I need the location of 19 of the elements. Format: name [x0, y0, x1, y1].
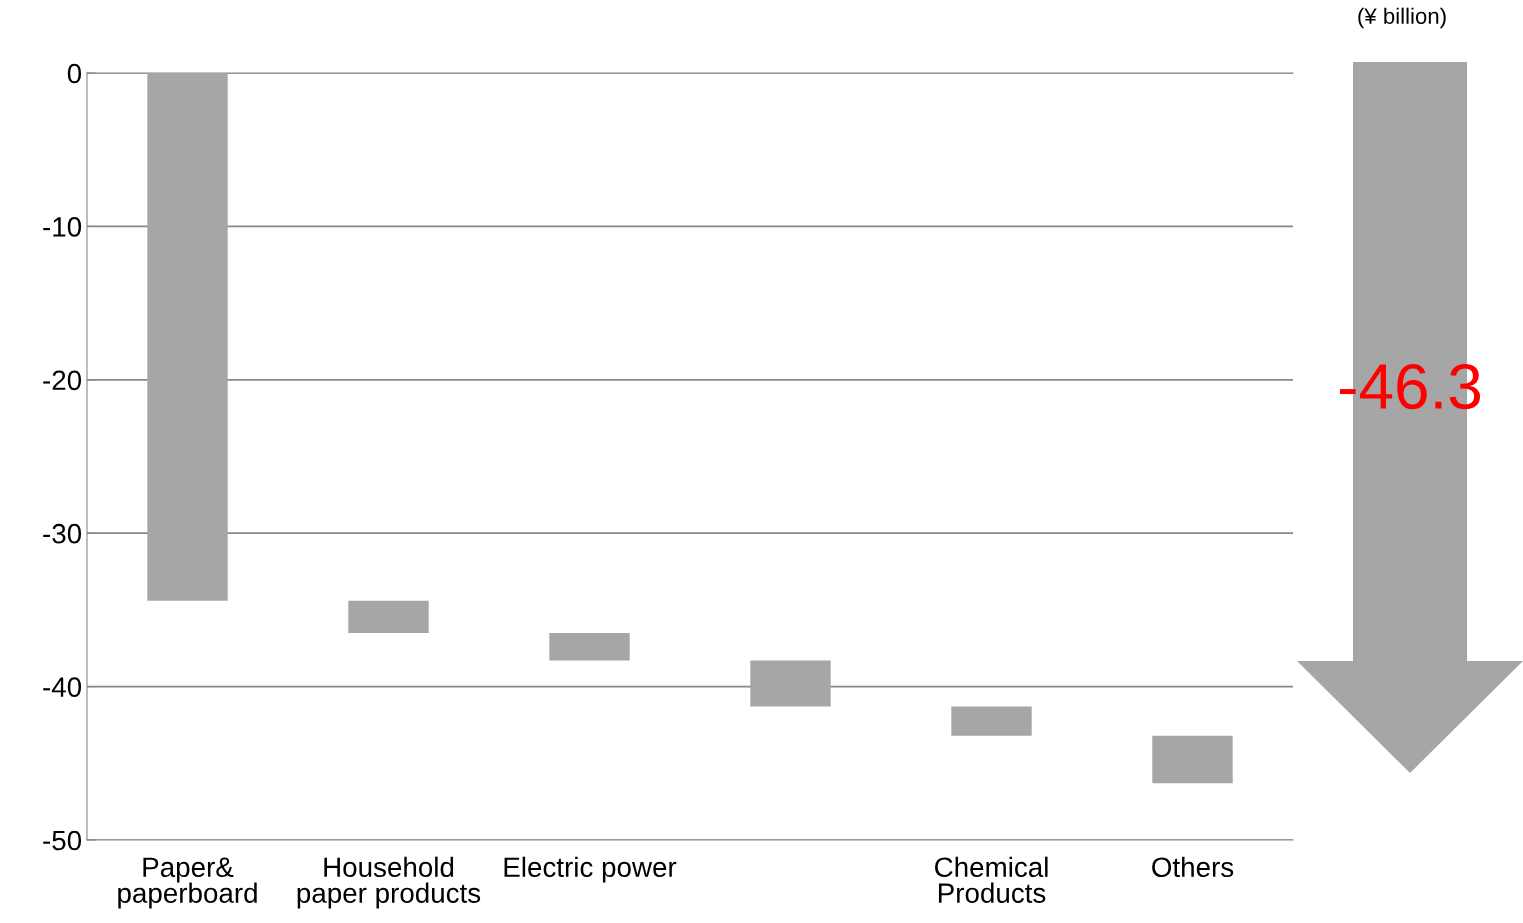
bar: [750, 660, 831, 707]
y-tick-label: -40: [43, 677, 82, 697]
x-tick-label: Household paper products: [297, 856, 481, 909]
y-tick-label: -10: [43, 217, 82, 237]
x-tick-label: Electric power: [504, 856, 677, 883]
bar: [147, 73, 228, 601]
x-tick-label: Others: [1152, 856, 1234, 878]
bar: [549, 632, 630, 661]
y-tick-label: -50: [43, 830, 82, 851]
text: -46.3: [1340, 363, 1481, 410]
y-tick-label: -20: [43, 370, 82, 391]
text: (¥ billion): [1358, 7, 1446, 29]
x-tick-label: Chemical Products: [935, 856, 1048, 903]
x-tick-label: Paper& paperboard: [118, 857, 257, 909]
y-tick-label: 0: [67, 63, 82, 84]
bar: [348, 600, 429, 633]
y-tick-label: -30: [43, 523, 82, 544]
bar: [951, 706, 1032, 736]
bar: [1152, 735, 1233, 784]
